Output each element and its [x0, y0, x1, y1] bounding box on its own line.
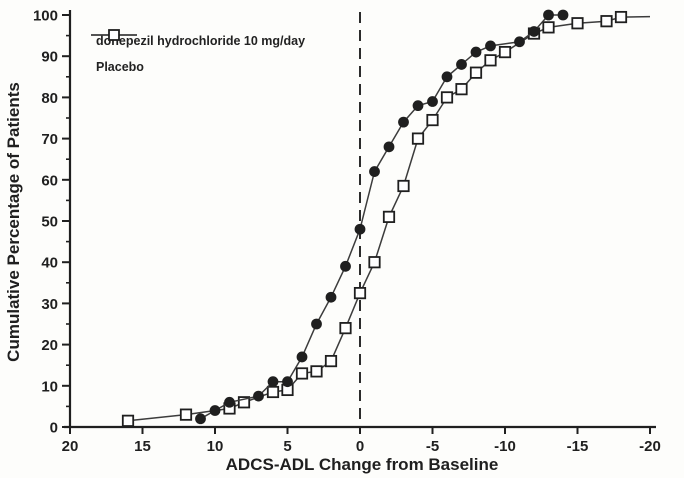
data-point-filled-circle	[267, 376, 279, 388]
x-tick-label: -15	[567, 438, 589, 455]
data-point-filled-circle	[369, 166, 380, 177]
x-axis-title: ADCS-ADL Change from Baseline	[225, 455, 499, 474]
data-point-filled-circle	[311, 318, 322, 330]
data-point-filled-circle	[340, 260, 351, 272]
data-point-filled-circle	[543, 9, 554, 21]
legend: donepezil hydrochloride 10 mg/day Placeb…	[90, 28, 305, 80]
data-point-open-square	[353, 286, 367, 300]
data-point-filled-circle	[528, 26, 540, 37]
data-point-filled-circle	[195, 413, 206, 425]
x-tick-label: -5	[426, 438, 439, 455]
data-point-open-square	[571, 17, 584, 30]
y-tick-label: 30	[41, 296, 58, 313]
data-point-open-square	[498, 45, 512, 59]
data-point-open-square	[266, 385, 280, 399]
legend-label-placebo: Placebo	[96, 60, 144, 74]
data-point-filled-circle	[485, 40, 496, 52]
y-tick-label: 100	[33, 8, 58, 25]
y-tick-label: 50	[41, 214, 58, 231]
data-point-filled-circle	[325, 291, 337, 303]
data-point-open-square	[339, 322, 352, 335]
data-point-open-square	[295, 367, 309, 380]
y-tick-label: 0	[50, 420, 58, 437]
data-point-filled-circle	[470, 46, 482, 58]
data-point-filled-circle	[383, 141, 395, 153]
data-point-open-square	[411, 132, 425, 145]
data-point-filled-circle	[354, 223, 366, 235]
y-tick-label: 70	[41, 131, 58, 148]
data-point-open-square	[382, 210, 396, 223]
data-point-open-square	[426, 113, 439, 127]
x-tick-label: -20	[639, 438, 661, 455]
x-tick-label: -10	[494, 438, 516, 455]
open-square-marker-icon	[91, 29, 137, 41]
data-point-open-square	[324, 354, 338, 368]
data-point-filled-circle	[412, 100, 424, 112]
y-axis-title: Cumulative Percentage of Patients	[4, 82, 23, 362]
data-point-open-square	[237, 396, 251, 409]
y-tick-label: 60	[41, 172, 58, 189]
x-tick-label: 5	[283, 438, 291, 455]
data-point-open-square	[484, 54, 497, 67]
y-tick-label: 80	[41, 90, 58, 107]
data-point-open-square	[469, 66, 483, 79]
data-point-filled-circle	[557, 9, 569, 21]
data-point-open-square	[440, 91, 454, 104]
data-point-open-square	[310, 365, 323, 378]
data-point-filled-circle	[456, 59, 467, 70]
data-point-filled-circle	[282, 376, 293, 388]
data-point-open-square	[455, 83, 468, 96]
data-point-filled-circle	[296, 351, 308, 363]
data-point-open-square	[397, 179, 410, 193]
x-tick-label: 15	[134, 438, 151, 455]
data-point-filled-circle	[441, 71, 453, 83]
data-point-open-square	[614, 10, 628, 24]
data-point-filled-circle	[209, 405, 221, 416]
x-tick-label: 10	[207, 438, 224, 455]
data-point-filled-circle	[398, 116, 409, 128]
data-point-filled-circle	[514, 36, 525, 48]
data-point-open-square	[368, 256, 381, 269]
data-point-filled-circle	[427, 96, 438, 107]
data-point-open-square	[179, 408, 193, 421]
x-tick-label: 0	[356, 438, 364, 455]
y-tick-label: 10	[41, 378, 58, 395]
data-point-filled-circle	[224, 396, 235, 408]
y-tick-label: 20	[41, 337, 58, 354]
y-tick-label: 40	[41, 255, 58, 272]
data-point-open-square	[542, 21, 555, 34]
legend-item-placebo: Placebo	[90, 29, 305, 80]
data-point-filled-circle	[253, 390, 264, 402]
y-tick-label: 90	[41, 49, 58, 66]
data-point-open-square	[121, 414, 135, 427]
data-point-open-square	[600, 15, 613, 28]
legend-label-donepezil: donepezil hydrochloride 10 mg/day	[96, 34, 306, 48]
x-tick-label: 20	[62, 438, 79, 455]
